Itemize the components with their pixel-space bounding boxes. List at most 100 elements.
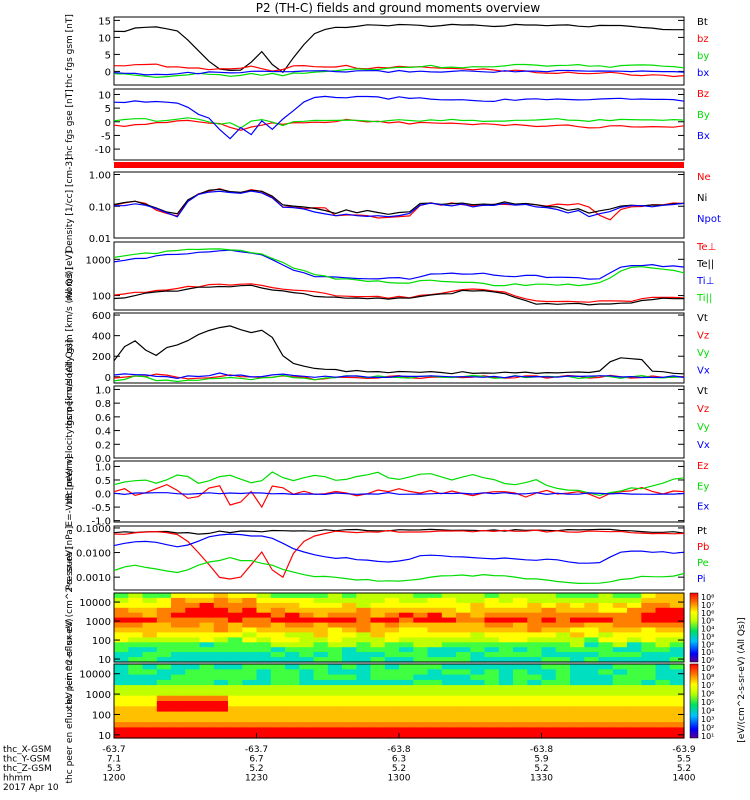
- heatmap-cell: [270, 664, 286, 670]
- heatmap-cell: [128, 622, 144, 629]
- heatmap-cell: [427, 602, 443, 609]
- heatmap-cell: [513, 695, 528, 702]
- heatmap-cell: [627, 632, 642, 638]
- heatmap-cell: [570, 664, 585, 670]
- heatmap-cell: [171, 679, 186, 686]
- heatmap-cell: [270, 669, 286, 676]
- heatmap-cell: [270, 674, 286, 681]
- heatmap-cell: [185, 690, 201, 697]
- heatmap-cell: [356, 622, 372, 629]
- heatmap-cell: [513, 706, 528, 713]
- heatmap-cell: [570, 669, 585, 676]
- heatmap-cell: [342, 593, 357, 599]
- y-tick-label: 0: [105, 118, 111, 129]
- heatmap-cell: [171, 602, 186, 609]
- panel-7: 1.0 0.5 0.0 -0.5 -1.0 E=-VxB [mV/m] Ez Ey Ex: [65, 456, 709, 527]
- heatmap-cell: [299, 647, 315, 653]
- heatmap-cell: [541, 622, 557, 629]
- heatmap-cell: [555, 642, 571, 648]
- heatmap-cell: [527, 617, 543, 624]
- heatmap-cell: [584, 732, 600, 739]
- heatmap-cell: [114, 727, 129, 734]
- heatmap-cell: [627, 597, 642, 604]
- panel-frame: [113, 525, 685, 591]
- heatmap-cell: [598, 701, 614, 707]
- heatmap-cell: [584, 602, 600, 609]
- heatmap-cell: [384, 657, 400, 663]
- heatmap-cell: [270, 627, 286, 633]
- heatmap-cell: [213, 637, 229, 643]
- heatmap-cell: [441, 642, 457, 648]
- heatmap-cell: [156, 690, 172, 697]
- heatmap-cell: [285, 617, 300, 624]
- heatmap-cell: [313, 652, 329, 658]
- legend-entry: Pi: [697, 574, 706, 585]
- heatmap-cell: [584, 637, 600, 643]
- heatmap-cell: [384, 652, 400, 658]
- heatmap-cell: [513, 716, 528, 723]
- series-line-Bx: [113, 95, 685, 140]
- y-tick-label: 10000: [79, 670, 111, 681]
- series-line-By: [113, 117, 685, 129]
- heatmap-cell: [598, 602, 614, 609]
- heatmap-cell: [541, 679, 557, 686]
- y-tick-label: 0.01: [89, 234, 111, 245]
- heatmap-cell: [327, 637, 343, 643]
- heatmap-cell: [484, 593, 500, 599]
- heatmap-cell: [413, 632, 429, 638]
- heatmap-cell: [171, 711, 186, 718]
- heatmap-cell: [641, 664, 657, 670]
- y-tick-label: 100: [92, 636, 111, 647]
- heatmap-cell: [185, 727, 201, 734]
- heatmap-cell: [171, 612, 186, 619]
- heatmap-cell: [427, 607, 443, 614]
- heatmap-cell: [570, 602, 585, 609]
- heatmap-cell: [128, 669, 144, 676]
- heatmap-cell: [128, 722, 144, 728]
- heatmap-cell: [313, 597, 329, 604]
- heatmap-cell: [313, 711, 329, 718]
- heatmap-cell: [185, 642, 201, 648]
- heatmap-cell: [498, 627, 514, 633]
- heatmap-cell: [470, 602, 486, 609]
- heatmap-cell: [285, 657, 300, 663]
- heatmap-cell: [598, 706, 614, 713]
- heatmap-cell: [413, 706, 429, 713]
- heatmap-cell: [555, 690, 571, 697]
- footer-value: 6.3: [392, 755, 406, 765]
- heatmap-cell: [399, 617, 414, 624]
- heatmap-cell: [584, 664, 600, 670]
- panel-frame: [113, 592, 685, 663]
- heatmap-cell: [270, 607, 286, 614]
- heatmap-cell: [199, 657, 215, 663]
- heatmap-cell: [356, 593, 372, 599]
- heatmap-cell: [441, 679, 457, 686]
- heatmap-cell: [199, 664, 215, 670]
- heatmap-cell: [427, 732, 443, 739]
- heatmap-cell: [584, 722, 600, 728]
- heatmap-cell: [541, 727, 557, 734]
- colorbar-tick: 10⁴: [701, 625, 714, 634]
- heatmap-cell: [598, 716, 614, 723]
- legend-entry: Vy: [697, 422, 710, 433]
- heatmap-cell: [270, 657, 286, 663]
- heatmap-cell: [356, 701, 372, 707]
- heatmap-cell: [484, 657, 500, 663]
- heatmap-cell: [598, 711, 614, 718]
- heatmap-cell: [669, 727, 685, 734]
- heatmap-cell: [370, 627, 386, 633]
- heatmap-cell: [427, 701, 443, 707]
- heatmap-cell: [370, 711, 386, 718]
- heatmap-cell: [185, 695, 201, 702]
- heatmap-cell: [285, 664, 300, 670]
- heatmap-cell: [185, 593, 201, 599]
- heatmap-cell: [199, 593, 215, 599]
- series-line-Vt: [113, 325, 685, 375]
- heatmap-cell: [484, 652, 500, 658]
- heatmap-cell: [655, 685, 671, 691]
- heatmap-cell: [185, 685, 201, 691]
- legend-entry: Bz: [697, 89, 709, 100]
- heatmap-cell: [114, 637, 129, 643]
- heatmap-cell: [498, 674, 514, 681]
- heatmap-cell: [285, 716, 300, 723]
